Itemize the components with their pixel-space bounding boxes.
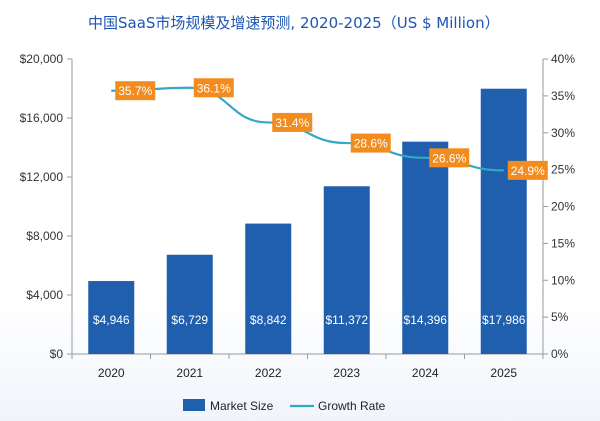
y-right-tick-label: 0% <box>551 347 569 361</box>
y-left-tick-label: $12,000 <box>20 170 64 184</box>
legend-label-growth-rate: Growth Rate <box>318 399 386 413</box>
growth-rate-label: 28.6% <box>354 137 388 151</box>
bar <box>88 281 135 354</box>
y-right-tick-label: 35% <box>551 89 575 103</box>
y-right-tick-label: 5% <box>551 310 569 324</box>
bar <box>166 254 213 354</box>
chart-title: 中国SaaS市场规模及增速预测, 2020-2025（US $ Million） <box>88 14 500 32</box>
growth-rate-label: 31.4% <box>275 116 309 130</box>
y-left-tick-label: $8,000 <box>26 229 63 243</box>
growth-rate-label-box <box>272 112 313 132</box>
x-tick-label: 2023 <box>333 366 360 380</box>
growth-rate-label-box <box>193 78 234 98</box>
bar <box>323 186 370 354</box>
growth-rate-label: 36.1% <box>197 81 231 95</box>
growth-rate-label: 35.7% <box>118 84 152 98</box>
growth-rate-label-box <box>429 148 470 168</box>
y-right-tick-label: 20% <box>551 200 575 214</box>
growth-rate-label-box <box>350 133 391 153</box>
legend-label-market-size: Market Size <box>210 399 274 413</box>
x-tick-label: 2021 <box>176 366 203 380</box>
bar-value-label: $11,372 <box>326 313 369 327</box>
bar <box>402 141 449 354</box>
legend-swatch-bar <box>183 399 205 411</box>
x-tick-label: 2025 <box>490 366 517 380</box>
bar-value-label: $17,986 <box>482 313 526 327</box>
y-left-tick-label: $16,000 <box>20 111 64 125</box>
y-right-tick-label: 10% <box>551 273 575 287</box>
bar-value-label: $8,842 <box>250 313 287 327</box>
y-left-tick-label: $4,000 <box>26 288 63 302</box>
bar-value-label: $14,396 <box>404 313 448 327</box>
growth-rate-label: 26.6% <box>432 151 466 165</box>
x-tick-label: 2022 <box>255 366 282 380</box>
x-tick-label: 2024 <box>412 366 439 380</box>
growth-rate-label: 24.9% <box>511 164 545 178</box>
y-right-tick-label: 30% <box>551 126 575 140</box>
y-right-tick-label: 40% <box>551 52 575 66</box>
bar <box>480 88 527 355</box>
x-tick-label: 2020 <box>98 366 125 380</box>
y-right-tick-label: 25% <box>551 163 575 177</box>
growth-rate-label-box <box>507 160 548 180</box>
y-right-tick-label: 15% <box>551 236 575 250</box>
y-left-tick-label: $0 <box>50 347 64 361</box>
bar-value-label: $6,729 <box>171 313 208 327</box>
bar-value-label: $4,946 <box>93 313 130 327</box>
growth-rate-label-box <box>115 81 156 101</box>
y-left-tick-label: $20,000 <box>20 52 64 66</box>
bar <box>245 223 292 354</box>
